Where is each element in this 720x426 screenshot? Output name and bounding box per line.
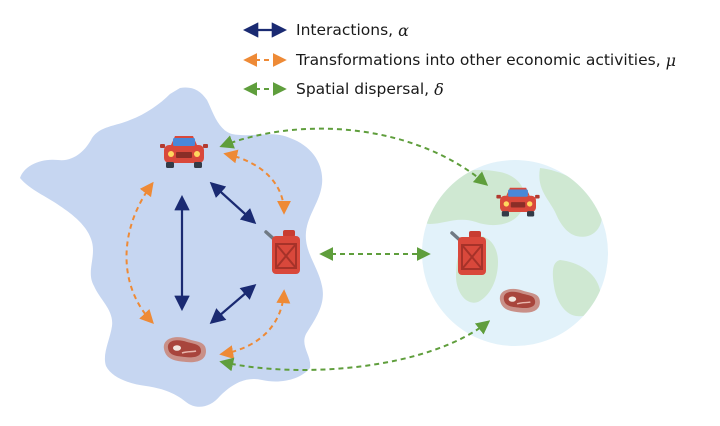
dispersal-arrow-car [219, 127, 489, 186]
dispersal-arrow-steak [219, 320, 491, 372]
legend-label: Spatial dispersal, [296, 80, 430, 98]
legend-symbol: μ [665, 50, 677, 70]
transformation-arrow-car-steak [125, 181, 154, 325]
legend-symbol: α [398, 20, 409, 40]
world-globe [422, 160, 608, 346]
legend-item-transformations: Transformations into other economic acti… [296, 49, 676, 71]
legend-label: Interactions, [296, 21, 394, 39]
legend-symbol: δ [434, 79, 444, 99]
legend-item-dispersal: Spatial dispersal, δ [296, 78, 444, 100]
legend-label: Transformations into other economic acti… [296, 51, 661, 69]
legend-item-interactions: Interactions, α [296, 19, 409, 41]
